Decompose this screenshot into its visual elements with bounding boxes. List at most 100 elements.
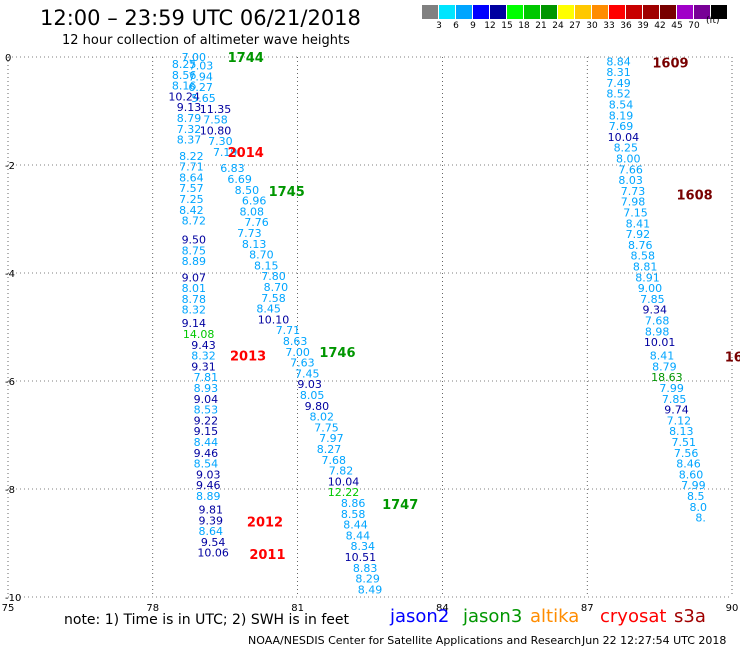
legend-label: 24 bbox=[552, 21, 564, 31]
data-point-label: 8.64 bbox=[179, 171, 204, 184]
y-tick-label: -6 bbox=[5, 377, 15, 388]
y-tick-label: -10 bbox=[5, 593, 21, 604]
data-point-label: 8.46 bbox=[676, 458, 701, 471]
data-point-label: 8.41 bbox=[626, 217, 651, 230]
data-point-label: 7.32 bbox=[177, 123, 202, 136]
legend-swatch bbox=[592, 5, 608, 19]
data-point-label: 8.49 bbox=[358, 583, 383, 596]
data-point-label: 9.39 bbox=[198, 514, 223, 527]
data-point-label: 7.00 bbox=[285, 346, 310, 359]
data-point-label: 10.51 bbox=[345, 551, 377, 564]
data-point-label: 8.13 bbox=[242, 238, 267, 251]
x-tick-label: 81 bbox=[291, 603, 304, 614]
data-point-label: 9.80 bbox=[305, 400, 330, 413]
data-point-label: 7.71 bbox=[179, 161, 204, 174]
data-point-label: 8.37 bbox=[177, 134, 202, 147]
legend-swatch bbox=[422, 5, 438, 19]
data-point-label: 8.5 bbox=[687, 490, 705, 503]
data-point-label: 7.12 bbox=[667, 414, 692, 427]
data-point-label: 7.92 bbox=[626, 228, 651, 241]
legend-label: 6 bbox=[453, 21, 459, 31]
y-tick-label: -4 bbox=[5, 269, 15, 280]
data-point-label: 6.69 bbox=[227, 173, 252, 186]
data-point-label: 8.91 bbox=[635, 271, 660, 284]
data-point-label: 7.97 bbox=[319, 432, 344, 445]
data-point-label: 14.08 bbox=[183, 328, 215, 341]
data-point-label: 8.60 bbox=[679, 468, 704, 481]
data-point-label: 7.63 bbox=[290, 357, 315, 370]
data-point-label: 6.83 bbox=[220, 162, 245, 175]
data-point-label: 12.22 bbox=[328, 486, 360, 499]
data-point-label: 7.49 bbox=[606, 77, 631, 90]
legend-swatch bbox=[524, 5, 540, 19]
data-point-label: 8.52 bbox=[606, 88, 631, 101]
data-point-label: 8.05 bbox=[300, 389, 325, 402]
data-point-label: 9.00 bbox=[638, 282, 663, 295]
sat-altika: altika bbox=[530, 606, 580, 627]
data-point-label: 7.73 bbox=[237, 227, 262, 240]
x-tick-label: 84 bbox=[436, 603, 449, 614]
data-point-label: 8.72 bbox=[182, 215, 207, 228]
data-point-label: 8.19 bbox=[609, 109, 634, 122]
pass-label: 2011 bbox=[249, 548, 285, 563]
data-point-label: 8.31 bbox=[606, 66, 631, 79]
legend-swatch bbox=[456, 5, 472, 19]
legend-label: 30 bbox=[586, 21, 598, 31]
data-point-label: 8.44 bbox=[343, 519, 368, 532]
data-point-label: 7.30 bbox=[208, 135, 233, 148]
data-labels: 7.008.257.038.567.948.166.2710.245.659.1… bbox=[168, 51, 707, 596]
data-point-label: 9.03 bbox=[297, 378, 322, 391]
data-point-label: 10.80 bbox=[200, 124, 232, 137]
legend-label: 18 bbox=[518, 21, 530, 31]
data-point-label: 8.03 bbox=[618, 174, 643, 187]
legend-label: 70 bbox=[688, 21, 700, 31]
data-point-label: 8. bbox=[695, 512, 706, 525]
data-point-label: 8.25 bbox=[172, 58, 197, 71]
legend-swatch bbox=[473, 5, 489, 19]
data-point-label: 7.71 bbox=[276, 324, 301, 337]
legend-swatch bbox=[677, 5, 693, 19]
axes: 75 78 81 84 87 90 0 -2 -4 -6 -8 -10 bbox=[2, 53, 739, 614]
y-tick-label: -8 bbox=[5, 485, 15, 496]
data-point-label: 6.27 bbox=[188, 81, 213, 94]
data-point-label: 7.76 bbox=[244, 216, 269, 229]
legend-label: 27 bbox=[569, 21, 581, 31]
data-point-label: 8.27 bbox=[317, 443, 342, 456]
data-point-label: 8.93 bbox=[194, 382, 219, 395]
data-point-label: 7.57 bbox=[179, 182, 204, 195]
data-point-label: 8.70 bbox=[264, 281, 289, 294]
legend-label: 33 bbox=[603, 21, 615, 31]
data-point-label: 8.79 bbox=[177, 112, 202, 125]
data-point-label: 8.53 bbox=[194, 404, 219, 417]
data-point-label: 8.29 bbox=[355, 573, 380, 586]
sat-cryosat: cryosat bbox=[600, 606, 667, 627]
footer-note: note: 1) Time is in UTC; 2) SWH is in fe… bbox=[64, 612, 350, 628]
footer-center: NOAA/NESDIS Center for Satellite Applica… bbox=[248, 634, 582, 647]
data-point-label: 7.99 bbox=[681, 479, 706, 492]
data-point-label: 8.32 bbox=[182, 304, 207, 317]
data-point-label: 9.74 bbox=[664, 404, 689, 417]
pass-label: 1608 bbox=[676, 189, 712, 204]
data-point-label: 9.34 bbox=[643, 304, 668, 317]
data-point-label: 8.44 bbox=[346, 529, 371, 542]
legend-label: 39 bbox=[637, 21, 649, 31]
data-point-label: 10.06 bbox=[197, 547, 229, 560]
data-point-label: 6.96 bbox=[242, 195, 267, 208]
data-point-label: 8.54 bbox=[609, 99, 634, 112]
data-point-label: 9.14 bbox=[182, 317, 207, 330]
pass-labels: 1744 2014 1745 1746 2013 1747 2012 2011 1609 1608… bbox=[228, 51, 740, 563]
data-point-label: 10.04 bbox=[328, 475, 360, 488]
data-point-label: 8.44 bbox=[194, 436, 219, 449]
data-point-label: 8.75 bbox=[182, 244, 207, 257]
legend-swatch bbox=[609, 5, 625, 19]
data-point-label: 9.22 bbox=[194, 414, 219, 427]
legend-swatch bbox=[490, 5, 506, 19]
data-point-label: 8.79 bbox=[652, 360, 677, 373]
data-point-label: 10.10 bbox=[258, 313, 290, 326]
legend-swatch bbox=[694, 5, 710, 19]
data-point-label: 8.22 bbox=[179, 150, 204, 163]
data-point-label: 7.00 bbox=[182, 51, 207, 64]
data-point-label: 8.02 bbox=[309, 411, 334, 424]
data-point-label: 8.15 bbox=[254, 259, 279, 272]
legend-label: 36 bbox=[620, 21, 632, 31]
